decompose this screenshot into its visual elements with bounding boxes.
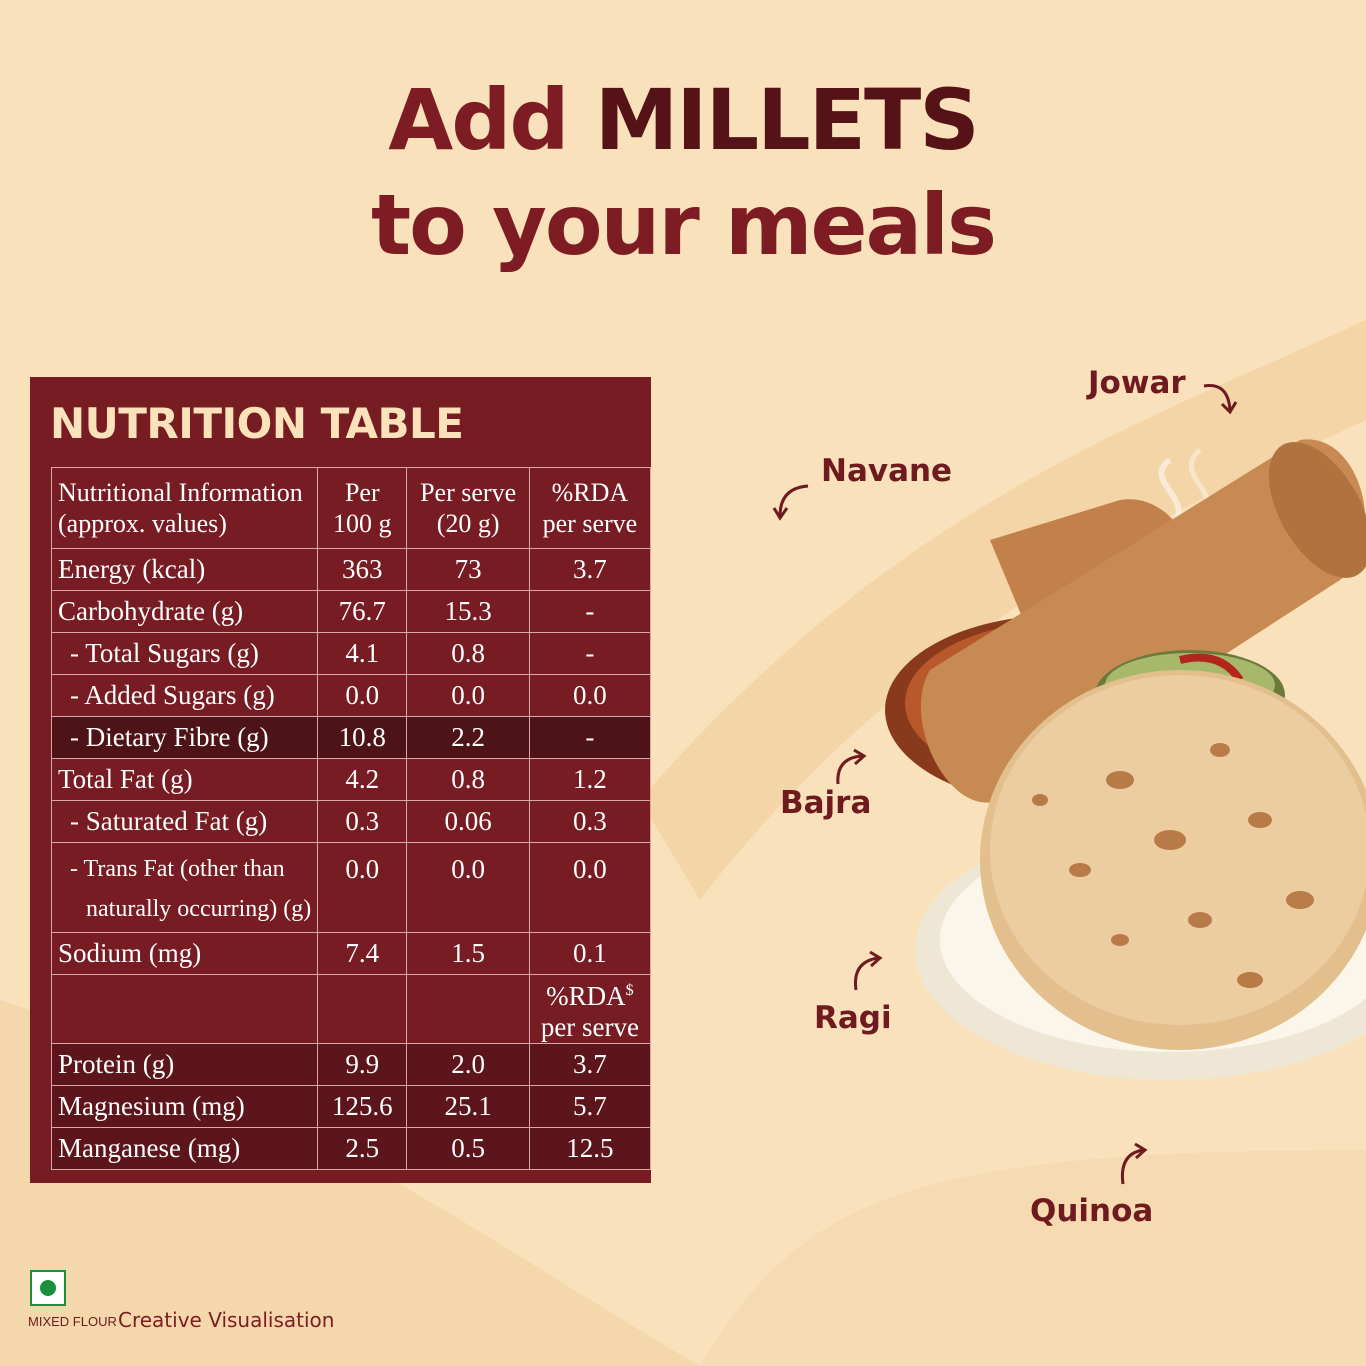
row-rda: 0.3 bbox=[528, 800, 652, 843]
label-jowar: Jowar bbox=[1088, 365, 1186, 401]
dosa-and-roti-illustration bbox=[885, 439, 1366, 1080]
table-row: Protein (g) 9.9 2.0 3.7 bbox=[50, 1043, 652, 1086]
empty-cell bbox=[317, 974, 408, 1044]
table-row-trans-fat: - Trans Fat (other than naturally occurri… bbox=[50, 842, 652, 933]
row-rda: 3.7 bbox=[528, 1043, 652, 1086]
nutrition-table: Nutritional Information (approx. values) … bbox=[50, 467, 652, 1170]
row-label: Carbohydrate (g) bbox=[50, 590, 319, 633]
row-per100: 9.9 bbox=[317, 1043, 408, 1086]
row-serve: 2.2 bbox=[406, 716, 530, 759]
table-row-highlighted: - Dietary Fibre (g) 10.8 2.2 - bbox=[50, 716, 652, 759]
row-serve: 0.06 bbox=[406, 800, 530, 843]
row-per100: 125.6 bbox=[317, 1085, 408, 1128]
row-serve: 0.5 bbox=[406, 1127, 530, 1170]
row-label: Magnesium (mg) bbox=[50, 1085, 319, 1128]
row-label: - Total Sugars (g) bbox=[50, 632, 319, 675]
nutrition-panel: NUTRITION TABLE Nutritional Information(… bbox=[30, 377, 652, 1183]
row-rda: 5.7 bbox=[528, 1085, 652, 1128]
row-serve: 0.0 bbox=[406, 674, 530, 717]
table-row: Energy (kcal) 363 73 3.7 bbox=[50, 548, 652, 591]
table-row: Carbohydrate (g) 76.7 15.3 - bbox=[50, 590, 652, 633]
label-navane: Navane bbox=[821, 453, 953, 489]
row-per100: 0.0 bbox=[317, 842, 408, 933]
row-label: - Dietary Fibre (g) bbox=[50, 716, 319, 759]
row-per100: 0.3 bbox=[317, 800, 408, 843]
table-row: Magnesium (mg) 125.6 25.1 5.7 bbox=[50, 1085, 652, 1128]
table-row: - Total Sugars (g) 4.1 0.8 - bbox=[50, 632, 652, 675]
header-per-serve: Per serve (20 g) bbox=[406, 467, 530, 549]
row-serve: 0.8 bbox=[406, 632, 530, 675]
creative-visualisation-text: Creative Visualisation bbox=[118, 1308, 335, 1332]
row-rda: 12.5 bbox=[528, 1127, 652, 1170]
rda-dollar-header: %RDA$ per serve bbox=[528, 974, 652, 1044]
row-label: Sodium (mg) bbox=[50, 932, 319, 975]
row-label: - Added Sugars (g) bbox=[50, 674, 319, 717]
row-per100: 4.1 bbox=[317, 632, 408, 675]
table-row: - Saturated Fat (g) 0.3 0.06 0.3 bbox=[50, 800, 652, 843]
table-row: Manganese (mg) 2.5 0.5 12.5 bbox=[50, 1127, 652, 1170]
row-label: Energy (kcal) bbox=[50, 548, 319, 591]
label-bajra: Bajra bbox=[780, 785, 872, 821]
headline: Add MILLETS to your meals bbox=[0, 70, 1366, 280]
empty-cell bbox=[406, 974, 530, 1044]
row-rda: - bbox=[528, 590, 652, 633]
row-per100: 2.5 bbox=[317, 1127, 408, 1170]
rda-dollar-header-row: %RDA$ per serve bbox=[50, 974, 652, 1044]
row-label: Total Fat (g) bbox=[50, 758, 319, 801]
arrow-ragi-icon bbox=[853, 950, 883, 991]
row-per100: 4.2 bbox=[317, 758, 408, 801]
row-per100: 363 bbox=[317, 548, 408, 591]
label-ragi: Ragi bbox=[814, 1000, 892, 1036]
headline-highlight: MILLETS bbox=[594, 71, 980, 169]
arrow-quinoa-icon bbox=[1120, 1142, 1148, 1185]
row-per100: 0.0 bbox=[317, 674, 408, 717]
nutrition-title: NUTRITION TABLE bbox=[50, 399, 464, 448]
headline-line-1: Add MILLETS bbox=[0, 70, 1366, 170]
row-per100: 10.8 bbox=[317, 716, 408, 759]
header-per-100g: Per 100 g bbox=[317, 467, 408, 549]
arrow-bajra-icon bbox=[836, 748, 867, 785]
veg-mark-icon bbox=[30, 1270, 66, 1306]
row-serve: 25.1 bbox=[406, 1085, 530, 1128]
row-rda: 0.0 bbox=[528, 674, 652, 717]
row-serve: 2.0 bbox=[406, 1043, 530, 1086]
header-rda: %RDA per serve bbox=[528, 467, 652, 549]
arrow-jowar-icon bbox=[1203, 384, 1238, 415]
row-rda: 0.0 bbox=[528, 842, 652, 933]
row-serve: 0.0 bbox=[406, 842, 530, 933]
table-row: - Added Sugars (g) 0.0 0.0 0.0 bbox=[50, 674, 652, 717]
row-serve: 73 bbox=[406, 548, 530, 591]
row-per100: 76.7 bbox=[317, 590, 408, 633]
row-label: - Trans Fat (other than naturally occurri… bbox=[50, 842, 319, 933]
row-rda: 0.1 bbox=[528, 932, 652, 975]
row-label: - Saturated Fat (g) bbox=[50, 800, 319, 843]
row-rda: 1.2 bbox=[528, 758, 652, 801]
row-label: Protein (g) bbox=[50, 1043, 319, 1086]
row-rda: - bbox=[528, 632, 652, 675]
row-serve: 0.8 bbox=[406, 758, 530, 801]
empty-cell bbox=[50, 974, 319, 1044]
headline-prefix: Add bbox=[388, 71, 569, 169]
row-rda: 3.7 bbox=[528, 548, 652, 591]
table-header-row: Nutritional Information (approx. values) … bbox=[50, 467, 652, 549]
label-quinoa: Quinoa bbox=[1030, 1193, 1154, 1229]
row-rda: - bbox=[528, 716, 652, 759]
table-row: Sodium (mg) 7.4 1.5 0.1 bbox=[50, 932, 652, 975]
row-serve: 1.5 bbox=[406, 932, 530, 975]
headline-line-2: to your meals bbox=[370, 176, 997, 274]
row-label: Manganese (mg) bbox=[50, 1127, 319, 1170]
table-row: Total Fat (g) 4.2 0.8 1.2 bbox=[50, 758, 652, 801]
arrow-navane-icon bbox=[772, 484, 809, 521]
mixed-flour-text: MIXED FLOUR bbox=[28, 1314, 117, 1329]
header-nutritional-info: Nutritional Information (approx. values) bbox=[50, 467, 319, 549]
row-per100: 7.4 bbox=[317, 932, 408, 975]
row-serve: 15.3 bbox=[406, 590, 530, 633]
